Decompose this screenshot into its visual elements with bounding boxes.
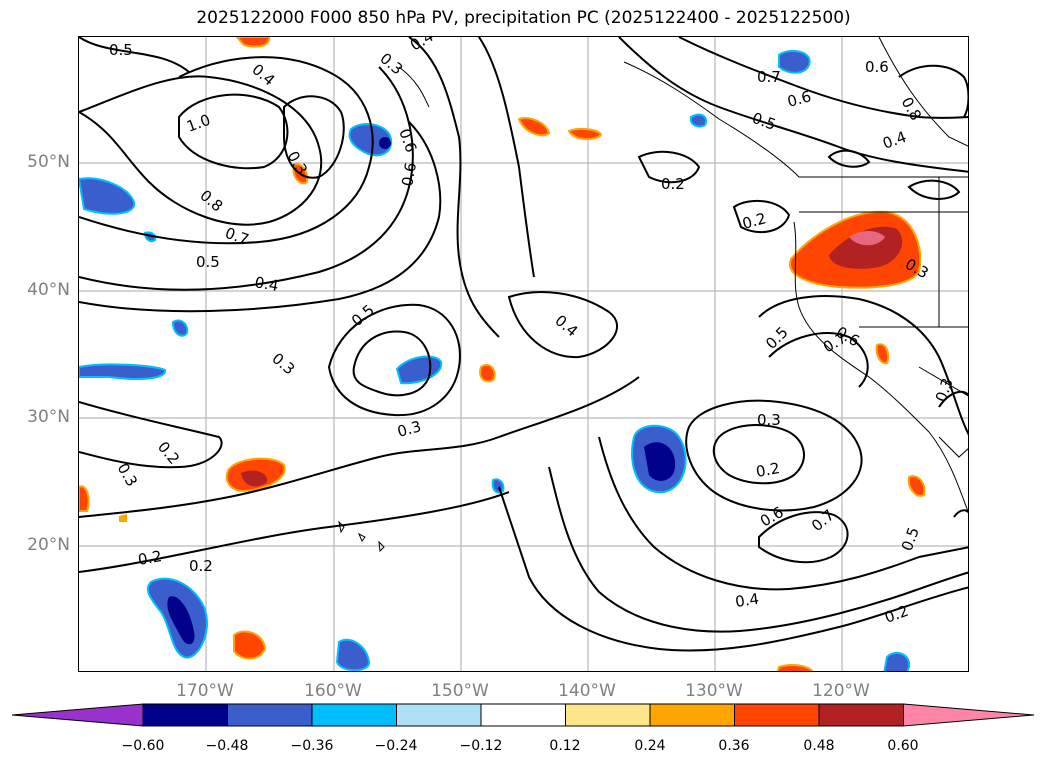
- colorbar-tick: 0.60: [887, 738, 919, 754]
- contour-label: 0.6: [757, 503, 787, 531]
- contour-label: 0.3: [757, 411, 781, 429]
- contour-label: 0.8: [196, 186, 226, 215]
- colorbar-segment: [818, 703, 904, 727]
- precip-anomaly-fill: [79, 37, 926, 671]
- colorbar-tick: −0.36: [290, 738, 334, 754]
- lon-label-170w: 170°W: [176, 681, 234, 701]
- lon-label-120w: 120°W: [812, 681, 870, 701]
- contour-label: 0.4: [407, 37, 437, 54]
- contour-label: 0.4: [734, 590, 760, 611]
- colorbar: [12, 703, 1035, 727]
- contour-label: 0.6: [398, 161, 420, 188]
- colorbar-segment: [649, 703, 735, 727]
- colorbar-tick: −0.24: [374, 738, 418, 754]
- colorbar-segment: [396, 703, 482, 727]
- map-panel: 0.5 0.4 1.0 0.8 0.7 0.5 0.4 0.3 0.2 0.3 …: [78, 36, 969, 672]
- contour-label: 0.2: [137, 547, 164, 569]
- contour-label: 0.6: [785, 87, 813, 111]
- colorbar-segment: [227, 703, 313, 727]
- contour-label: 0.7: [757, 68, 781, 86]
- colorbar-tick: −0.12: [459, 738, 503, 754]
- contour-label: 0.4: [880, 128, 909, 153]
- colorbar-tick: 0.48: [803, 738, 835, 754]
- lon-label-140w: 140°W: [558, 681, 616, 701]
- lon-label-130w: 130°W: [685, 681, 743, 701]
- contour-label: 0.7: [808, 506, 838, 535]
- colorbar-segment: [734, 703, 820, 727]
- colorbar-segment: [480, 703, 566, 727]
- contour-label: 0.3: [932, 376, 957, 405]
- contour-label: 0.4: [253, 273, 280, 295]
- lat-label-40n: 40°N: [27, 280, 70, 300]
- contour-label: 0.2: [755, 459, 782, 481]
- colorbar-segment: [311, 703, 397, 727]
- contour-label: 0.2: [740, 209, 768, 233]
- colorbar-segment: [565, 703, 651, 727]
- lat-label-50n: 50°N: [27, 152, 70, 172]
- colorbar-extension-high: [903, 703, 1035, 727]
- contour-label: 0.5: [109, 41, 133, 59]
- colorbar-tick: −0.60: [121, 738, 165, 754]
- contour-label: 0.8: [898, 94, 926, 124]
- contour-label: 0.2: [189, 557, 213, 575]
- contour-label: 0.5: [196, 253, 220, 271]
- lat-label-30n: 30°N: [27, 407, 70, 427]
- contour-label: 0.5: [348, 301, 378, 330]
- contour-label: 0.4: [248, 60, 278, 89]
- colorbar-tick: 0.24: [634, 738, 666, 754]
- contour-label: 0.3: [395, 417, 423, 441]
- contour-label: 0.4: [551, 311, 581, 340]
- contour-label: 0.5: [898, 525, 923, 554]
- lon-label-160w: 160°W: [304, 681, 362, 701]
- contour-label: 1.0: [184, 111, 213, 136]
- contour-label: 0.7: [223, 224, 252, 249]
- contour-label: 0.3: [376, 49, 406, 78]
- contour-label: 0.2: [661, 175, 685, 193]
- colorbar-tick: 0.12: [549, 738, 581, 754]
- lon-label-150w: 150°W: [431, 681, 489, 701]
- graticule: [79, 37, 968, 671]
- lat-label-20n: 20°N: [27, 535, 70, 555]
- contour-label: 0.6: [865, 58, 889, 76]
- contour-label: 0.5: [762, 323, 792, 353]
- contour-label: 0.2: [154, 438, 183, 468]
- coastlines: [338, 37, 968, 553]
- pv-contours: [79, 37, 968, 652]
- contour-label: 0.5: [750, 109, 779, 134]
- plot-title: 2025122000 F000 850 hPa PV, precipitatio…: [196, 8, 851, 28]
- colorbar-extension-low: [12, 703, 144, 727]
- colorbar-tick: 0.36: [718, 738, 750, 754]
- colorbar-segment: [142, 703, 228, 727]
- colorbar-tick: −0.48: [205, 738, 249, 754]
- map-canvas: 0.5 0.4 1.0 0.8 0.7 0.5 0.4 0.3 0.2 0.3 …: [79, 37, 968, 671]
- contour-label: 0.3: [268, 349, 298, 378]
